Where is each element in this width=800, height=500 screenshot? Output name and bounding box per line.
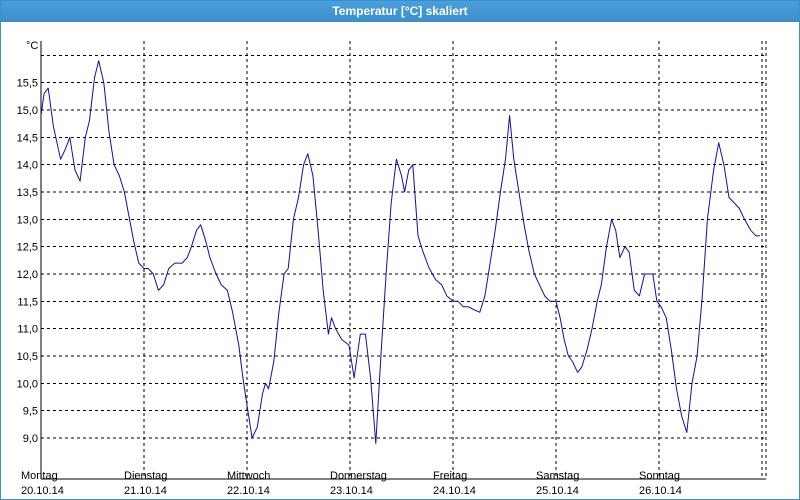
x-tick-date-label: 25.10.14 <box>536 485 579 497</box>
x-tick-day-label: Donnerstag <box>330 470 387 482</box>
y-tick-label: 13,0 <box>17 214 38 226</box>
y-tick-label: 9,5 <box>23 406 38 418</box>
series-temperature <box>40 60 760 444</box>
x-tick-day-label: Mittwoch <box>227 470 270 482</box>
y-tick-label: 14,0 <box>17 160 38 172</box>
y-tick-label: 11,0 <box>17 324 38 336</box>
x-tick-day-label: Sonntag <box>639 470 680 482</box>
x-tick-date-label: 26.10.14 <box>639 485 682 497</box>
x-tick-date-label: 24.10.14 <box>433 485 476 497</box>
x-tick-day-label: Freitag <box>433 470 467 482</box>
y-tick-label: 15,5 <box>17 78 38 90</box>
y-tick-label: 12,5 <box>17 242 38 254</box>
x-tick-day-label: Montag <box>21 470 58 482</box>
x-tick-date-label: 21.10.14 <box>124 485 167 497</box>
y-tick-labels: 15,5 15,0 14,5 14,0 13,5 13,0 12,5 12,0 11,5 11,0… <box>17 78 38 445</box>
x-tick-date-label: 20.10.14 <box>21 485 64 497</box>
window-title: Temperatur [°C] skaliert <box>1 1 799 22</box>
grid-lines <box>41 41 767 479</box>
series-line <box>40 60 760 444</box>
plot-background <box>41 41 766 481</box>
y-tick-label: 10,0 <box>17 378 38 390</box>
y-tick-label: 11,5 <box>17 296 38 308</box>
x-tick-labels: Montag 20.10.14 Dienstag 21.10.14 Mittwoch 22… <box>21 470 682 497</box>
x-tick-date-label: 23.10.14 <box>330 485 373 497</box>
y-tick-label: 10,5 <box>17 351 38 363</box>
y-tick-label: 15,0 <box>17 105 38 117</box>
x-tick-day-label: Dienstag <box>124 470 167 482</box>
y-axis-unit: °C <box>26 40 38 52</box>
y-tick-label: 12,0 <box>17 269 38 281</box>
y-tick-label: 9,0 <box>23 433 38 445</box>
y-tick-label: 14,5 <box>17 132 38 144</box>
x-tick-date-label: 22.10.14 <box>227 485 270 497</box>
temperature-chart: 15,5 15,0 14,5 14,0 13,5 13,0 12,5 12,0 11,5 11,0… <box>17 40 767 497</box>
y-tick-label: 13,5 <box>17 187 38 199</box>
x-tick-day-label: Samstag <box>536 470 579 482</box>
